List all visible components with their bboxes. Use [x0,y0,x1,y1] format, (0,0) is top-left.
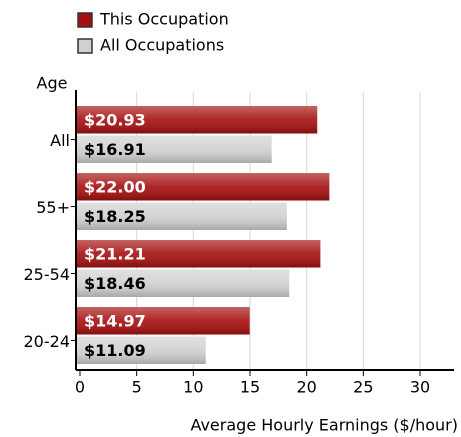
y-axis-title: Age [37,74,68,93]
value-label: $22.00 [84,177,146,196]
value-label: $18.25 [84,207,146,226]
bar-shine [76,173,330,201]
bar-shine [76,135,272,163]
x-tick-label: 15 [240,378,260,397]
y-tick-label: 25-54 [24,265,71,284]
x-tick-label: 5 [132,378,142,397]
y-tick-label: 55+ [36,198,70,217]
value-label: $11.09 [84,341,146,360]
bar-shine [76,202,287,230]
x-tick-label: 30 [410,378,430,397]
bar-shine [76,336,206,364]
value-label: $20.93 [84,110,146,129]
legend-swatch [77,12,93,28]
value-label: $21.21 [84,244,146,263]
value-label: $18.46 [84,274,146,293]
bar-shine [76,106,318,134]
legend-label: All Occupations [100,36,224,55]
x-axis-title: Average Hourly Earnings ($/hour) [190,416,458,435]
value-label: $14.97 [84,311,146,330]
y-tick-label: All [50,131,70,150]
legend-swatch [77,38,93,54]
x-tick-label: 0 [75,378,85,397]
x-tick-label: 10 [183,378,203,397]
bar-shine [76,240,321,268]
bar-shine [76,307,250,335]
bar-shine [76,269,290,297]
legend-label: This Occupation [99,10,229,29]
y-tick-label: 20-24 [24,332,71,351]
x-tick-label: 20 [296,378,316,397]
x-tick-label: 25 [353,378,373,397]
value-label: $16.91 [84,140,146,159]
